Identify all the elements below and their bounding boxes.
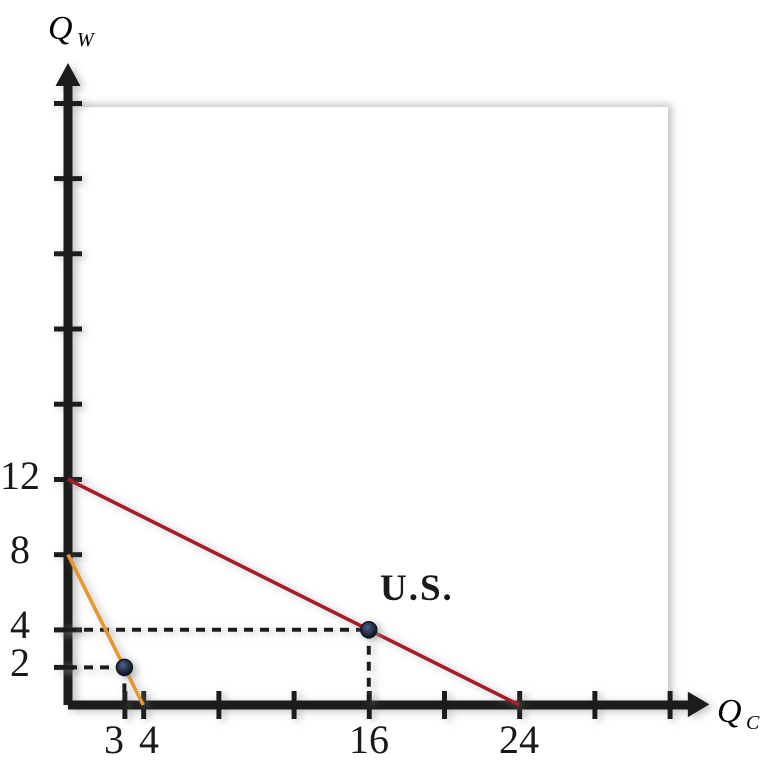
svg-text:W: W	[77, 29, 96, 51]
svg-text:Q: Q	[48, 10, 73, 47]
svg-text:16: 16	[349, 717, 389, 762]
svg-text:8: 8	[10, 527, 30, 572]
svg-text:C: C	[746, 712, 760, 734]
svg-text:2: 2	[10, 640, 30, 685]
svg-text:3: 3	[104, 717, 124, 762]
svg-text:24: 24	[499, 717, 539, 762]
svg-text:4: 4	[139, 717, 159, 762]
svg-text:12: 12	[0, 453, 40, 498]
svg-text:U.S.: U.S.	[380, 568, 454, 609]
svg-text:Q: Q	[717, 693, 742, 730]
